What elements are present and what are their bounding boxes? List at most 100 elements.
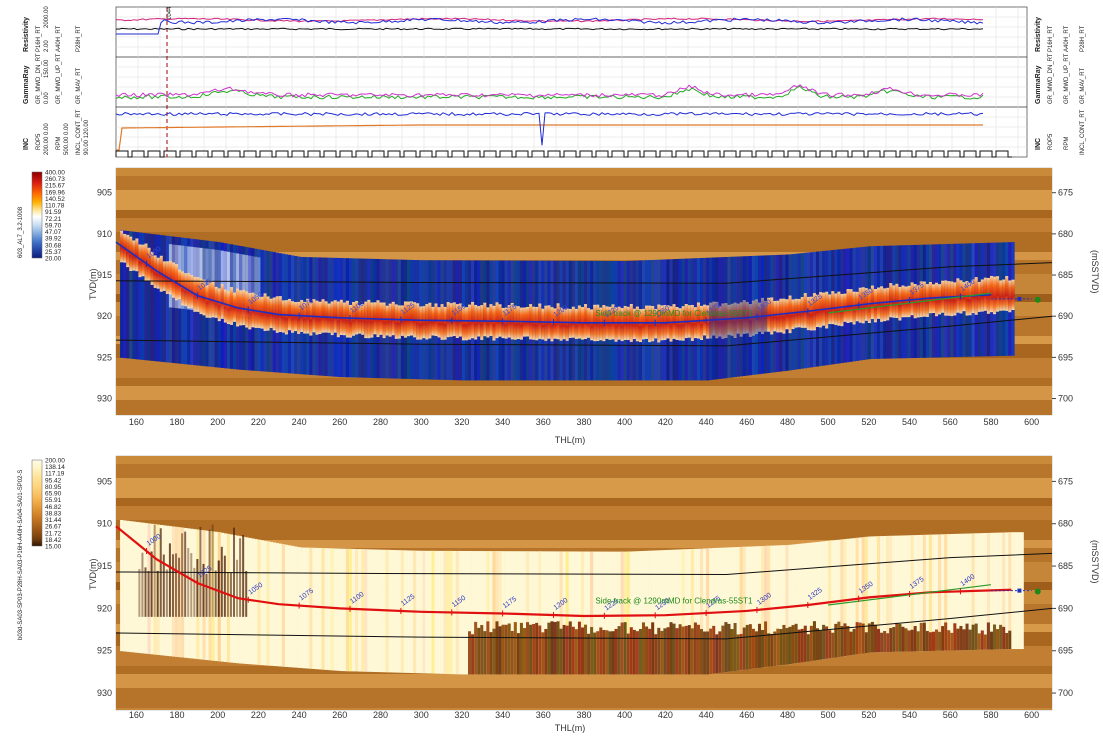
image-dark-zone	[925, 630, 930, 652]
image-column	[638, 551, 643, 675]
image-streak	[153, 524, 157, 655]
conductive-band	[681, 306, 686, 341]
image-dark-zone	[989, 631, 994, 650]
x-tick-label: 200	[210, 417, 225, 427]
image-column	[123, 520, 127, 652]
image-column	[788, 544, 792, 665]
image-streak	[211, 531, 215, 661]
image-column	[757, 546, 762, 668]
x-tick-label: 480	[780, 417, 795, 427]
image-column	[327, 548, 331, 671]
image-dark-zone	[907, 630, 911, 652]
colorbar-label: 15.00	[45, 544, 62, 551]
image-column	[745, 546, 750, 670]
conductive-band	[416, 303, 420, 340]
image-dark-zone	[797, 629, 802, 663]
image-dark-zone	[669, 622, 673, 675]
colorbar-label: 140.52	[45, 196, 65, 203]
image-column	[669, 549, 673, 675]
image-dark-zone	[837, 621, 841, 658]
conductive-band	[867, 289, 872, 324]
image-column	[687, 549, 692, 675]
conductive-band	[773, 300, 777, 332]
colorbar-label: 80.95	[45, 484, 62, 491]
image-column-light	[211, 249, 215, 313]
image-streak	[580, 551, 585, 675]
conductive-band	[956, 278, 960, 313]
conductive-band	[504, 307, 508, 339]
image-dark-zone	[596, 631, 600, 675]
svg-text:P28H_RT: P28H_RT	[1080, 25, 1086, 52]
image-column	[809, 542, 814, 662]
svg-text:GR_MWD_DN_RT: GR_MWD_DN_RT	[1048, 53, 1054, 104]
formation-band	[116, 168, 1052, 176]
conductive-band	[440, 304, 444, 340]
image-dark-zone	[959, 625, 963, 651]
image-dark-streak	[190, 553, 193, 617]
formation-band	[116, 478, 1052, 498]
image-dark-zone	[489, 632, 493, 675]
image-dark-zone	[632, 629, 637, 675]
image-column	[721, 547, 725, 673]
image-dark-zone	[962, 629, 966, 651]
conductive-band	[422, 306, 426, 339]
right-tick-label: 695	[1058, 352, 1073, 362]
image-column	[141, 522, 145, 654]
y-tick-label: 910	[97, 229, 112, 239]
image-dark-zone	[538, 625, 542, 675]
formation-band	[116, 210, 1052, 218]
image-column	[153, 234, 157, 362]
image-dark-streak	[171, 554, 174, 617]
image-column	[617, 551, 621, 675]
image-dark-zone	[1008, 630, 1012, 650]
image-column	[858, 537, 863, 654]
image-column	[141, 232, 145, 360]
conductive-band	[474, 304, 478, 340]
image-streak	[226, 533, 231, 663]
colorbar-label: 26.67	[45, 524, 62, 531]
image-streak	[889, 535, 893, 652]
formation-band	[116, 506, 1052, 520]
image-column	[562, 551, 566, 675]
x-tick-label: 400	[617, 710, 632, 720]
conductive-band	[321, 299, 325, 333]
image-dark-zone	[901, 626, 905, 652]
image-dark-zone	[794, 623, 798, 664]
svg-text:2.00: 2.00	[44, 40, 50, 52]
image-column	[880, 536, 884, 653]
image-dark-streak	[211, 524, 214, 617]
conductive-band	[452, 302, 457, 337]
conductive-band	[779, 298, 783, 333]
sidetrack-annotation: Side track @ 1290mMD for Clenaras-55ST1	[595, 309, 753, 318]
y-tick-label: 920	[97, 311, 112, 321]
image-dark-zone	[864, 632, 869, 654]
image-column	[696, 548, 701, 675]
image-streak	[699, 548, 704, 675]
image-column	[703, 548, 707, 675]
gamma-ray-curve-up	[115, 85, 984, 100]
svg-text:ROP5: ROP5	[1048, 133, 1054, 150]
conductive-band	[699, 305, 704, 340]
right-tick-label: 680	[1058, 519, 1073, 529]
image-column	[190, 528, 194, 659]
image-dark-zone	[690, 628, 695, 675]
image-dark-zone	[974, 623, 979, 650]
image-dark-zone	[620, 622, 624, 675]
image-dark-zone	[660, 630, 664, 675]
x-tick-label: 540	[902, 417, 917, 427]
image-streak	[681, 549, 686, 675]
image-dark-zone	[849, 631, 853, 656]
conductive-band	[730, 303, 734, 336]
image-streak	[840, 539, 844, 657]
image-column	[138, 232, 142, 360]
image-dark-zone	[629, 627, 634, 675]
resistivity-section-panel: 400.00260.73215.67169.96140.52110.7891.5…	[18, 167, 1100, 445]
image-dark-zone	[822, 624, 826, 660]
image-dark-streak	[205, 573, 208, 617]
conductive-band	[712, 301, 716, 336]
image-column	[135, 232, 139, 360]
x-tick-label: 320	[454, 710, 469, 720]
image-dark-zone	[568, 621, 573, 675]
image-dark-streak	[196, 559, 199, 617]
image-column	[614, 551, 618, 675]
